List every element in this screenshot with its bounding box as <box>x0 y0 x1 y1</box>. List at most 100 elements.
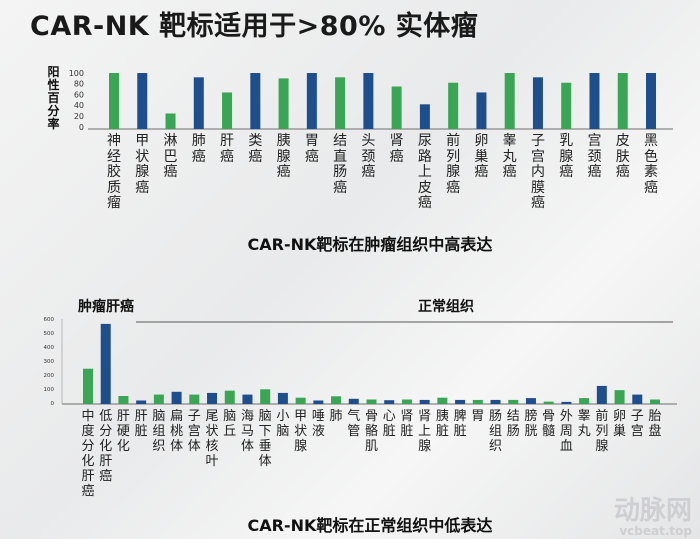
chart2-bar <box>596 385 607 404</box>
chart2-x-tick-label: 肾脏 <box>400 409 414 439</box>
chart1-x-tick-label: 类癌 <box>248 133 263 165</box>
chart2-bar <box>401 399 412 404</box>
chart2-x-tick-label: 肾上腺 <box>418 409 432 454</box>
chart2-bar <box>437 397 448 404</box>
chart1-bar <box>561 82 572 129</box>
chart2-x-tick-label: 子宫体 <box>187 409 201 454</box>
chart2-x-tick-label: 卵巢 <box>613 409 627 439</box>
chart1-y-tick-label: 100 <box>69 69 84 78</box>
chart1-x-tick-label: 黑色素癌 <box>644 133 658 196</box>
chart1-bar <box>391 86 402 129</box>
chart1-bar <box>278 78 289 129</box>
chart1-bar <box>448 82 459 129</box>
chart1-x-tick-label: 尿路上皮癌 <box>417 133 432 211</box>
chart1-x-tick-label: 肺癌 <box>191 133 206 165</box>
chart2-bar <box>384 400 395 404</box>
watermark-logo: 动脉网 vcbeat.top <box>614 497 692 537</box>
chart1-x-tick-label: 头颈癌 <box>361 133 376 180</box>
watermark-site: vcbeat.top <box>619 524 692 538</box>
chart2-bar <box>348 398 359 404</box>
chart2-y-tick-label: 600 <box>44 317 55 323</box>
chart1-bar <box>476 92 487 129</box>
chart1-bar <box>363 73 374 129</box>
tumor-group-label: 肿瘤肝癌 <box>78 299 134 315</box>
chart2-x-tick-label: 小脑 <box>276 409 290 439</box>
chart1-bar <box>504 73 515 129</box>
chart2-x-tick-label: 心脏 <box>382 409 396 439</box>
chart2-bar <box>313 400 324 404</box>
chart2-bar <box>189 394 200 404</box>
chart1-bar <box>222 92 233 129</box>
chart1-y-tick-label: 60 <box>74 90 84 99</box>
chart2-bar <box>83 368 93 404</box>
chart2-x-tick-label: 肝脏 <box>134 409 148 439</box>
chart1-x-tick-label: 前列腺癌 <box>446 133 461 196</box>
chart2-x-tick-label: 肝硬化 <box>116 409 130 454</box>
chart2-bar <box>171 391 182 404</box>
chart2-x-tick-label: 膀胱 <box>524 409 538 439</box>
chart1-x-tick-label: 皮肤癌 <box>615 133 630 180</box>
chart2-bar <box>614 390 625 404</box>
chart1-x-tick-label: 睾丸癌 <box>502 133 517 180</box>
chart2-x-tick-label: 骨骼肌 <box>364 409 378 454</box>
chart2-x-tick-label: 睾丸 <box>577 409 591 439</box>
chart1-bar <box>137 73 148 129</box>
chart1-bar <box>306 73 317 129</box>
chart2-x-tick-label: 胰脏 <box>435 409 449 439</box>
chart2-x-tick-label: 低分化肝癌 <box>99 409 113 484</box>
chart2-bar <box>331 396 342 404</box>
chart1-bar <box>419 104 430 129</box>
chart2-y-tick-label: 200 <box>44 373 55 379</box>
chart2-bar <box>472 399 483 404</box>
chart2-x-tick-label: 中度分化肝癌 <box>81 409 95 499</box>
chart1-bar <box>250 73 261 129</box>
chart1-x-tick-label: 肾癌 <box>389 133 404 165</box>
chart2-y-tick-label: 0 <box>51 401 55 407</box>
chart2-bar <box>650 399 660 404</box>
chart1-x-tick-label: 结直肠癌 <box>333 133 348 196</box>
chart2-x-tick-label: 尾状核叶 <box>205 409 219 469</box>
chart1-x-tick-label: 卵巢癌 <box>474 133 489 180</box>
chart2-x-tick-label: 肺 <box>329 409 343 424</box>
chart2-x-tick-label: 胎盘 <box>648 409 662 439</box>
chart1-x-tick-label: 宫颈癌 <box>587 133 602 180</box>
chart2-bar <box>419 399 430 404</box>
chart2-bar <box>153 394 164 404</box>
chart2-bar <box>490 399 501 404</box>
chart2-bar <box>136 400 147 404</box>
chart1-y-tick-label: 0 <box>79 123 84 132</box>
chart2-x-tick-label: 胃 <box>471 409 485 424</box>
chart1-y-axis-label: 阳性百分率 <box>47 65 60 131</box>
chart2-x-tick-label: 气管 <box>347 409 361 439</box>
chart2-bar <box>118 396 129 404</box>
chart1-x-tick-label: 子宫内膜癌 <box>530 133 545 211</box>
chart2-x-tick-label: 唾液 <box>311 409 325 439</box>
chart2-bar <box>242 394 253 404</box>
chart1-bar <box>646 73 656 129</box>
chart2-bar <box>543 401 554 404</box>
chart1-bar <box>532 77 543 129</box>
chart2-x-tick-label: 脑组织 <box>152 409 166 454</box>
chart2-bar <box>100 323 111 404</box>
chart2-x-tick-label: 肠组织 <box>489 409 503 454</box>
chart2-y-tick-label: 100 <box>44 387 55 393</box>
chart2-bar <box>579 398 590 404</box>
chart2-x-tick-label: 外周血 <box>559 409 573 454</box>
chart1-bar <box>109 73 119 129</box>
chart2-caption: CAR-NK靶标在正常组织中低表达 <box>247 516 493 535</box>
chart1-y-tick-label: 80 <box>74 80 84 89</box>
chart2-y-tick-label: 400 <box>44 345 55 351</box>
chart1-x-tick-label: 胰腺癌 <box>276 133 291 180</box>
chart1-x-tick-label: 淋巴癌 <box>163 133 178 180</box>
chart1-bar <box>617 73 628 129</box>
normal-group-label: 正常组织 <box>418 299 474 315</box>
chart2-bar <box>366 399 377 404</box>
chart1-x-tick-label: 肝癌 <box>220 133 235 165</box>
chart1-x-tick-label: 神经胶质瘤 <box>107 133 121 211</box>
chart1-caption: CAR-NK靶标在肿瘤组织中高表达 <box>247 235 493 254</box>
chart1-bar <box>335 77 346 129</box>
chart1-y-tick-label: 20 <box>74 112 84 121</box>
chart1-bar <box>589 73 600 129</box>
chart2-x-tick-label: 海马体 <box>240 409 254 454</box>
